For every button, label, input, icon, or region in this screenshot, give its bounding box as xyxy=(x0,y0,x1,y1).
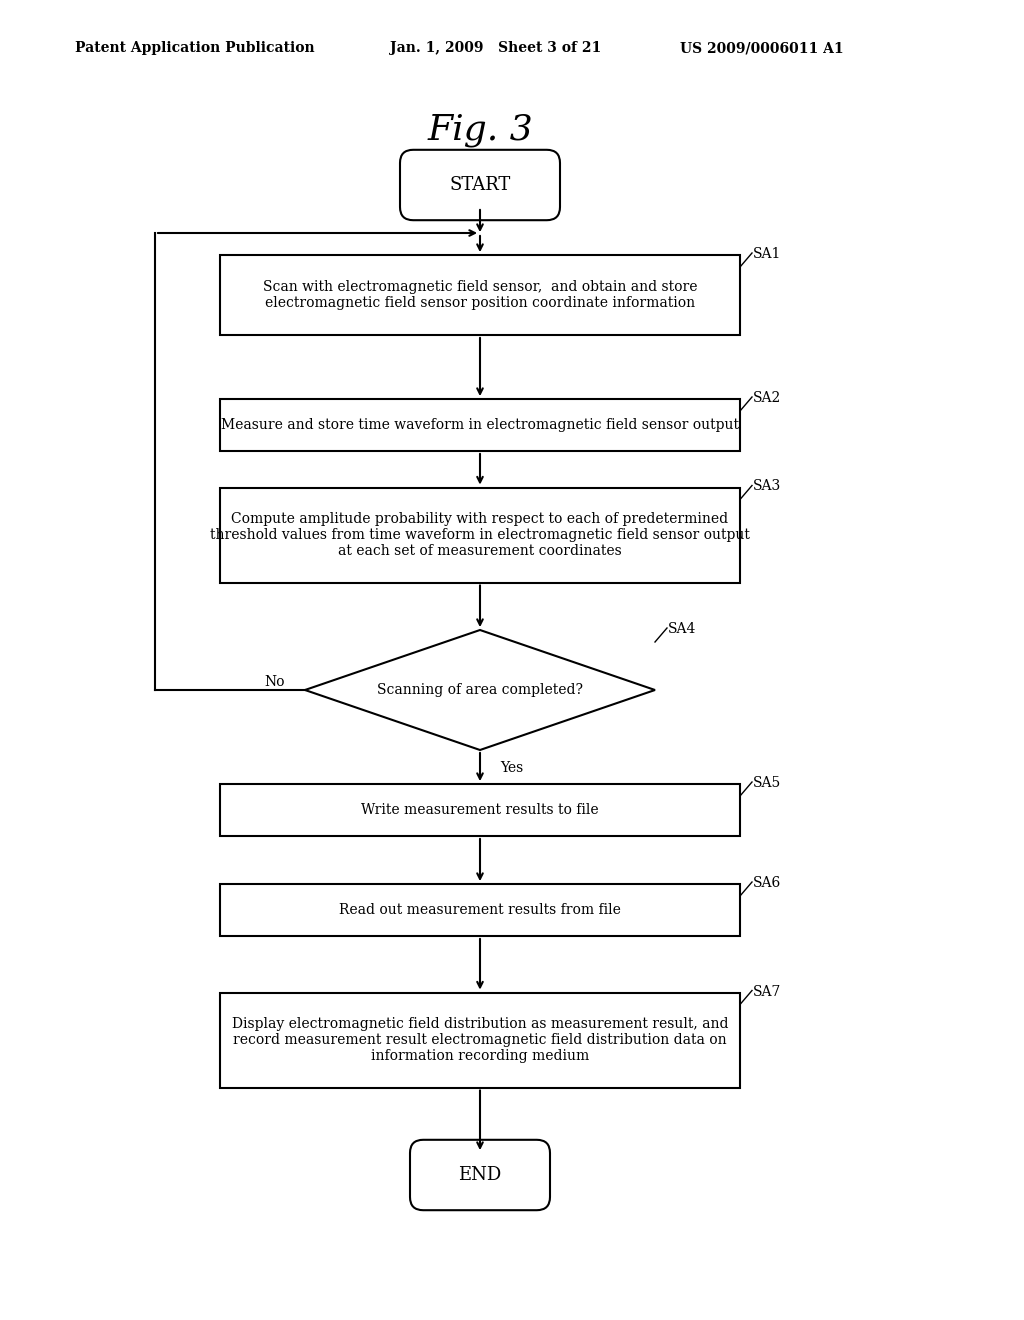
Text: Measure and store time waveform in electromagnetic field sensor output: Measure and store time waveform in elect… xyxy=(221,418,739,432)
Bar xyxy=(220,399,740,451)
Text: SA2: SA2 xyxy=(753,391,781,405)
Text: Compute amplitude probability with respect to each of predetermined
threshold va: Compute amplitude probability with respe… xyxy=(210,512,750,558)
Text: SA6: SA6 xyxy=(753,876,781,890)
FancyBboxPatch shape xyxy=(400,149,560,220)
Text: Read out measurement results from file: Read out measurement results from file xyxy=(339,903,621,917)
Text: SA4: SA4 xyxy=(668,622,696,636)
Text: Patent Application Publication: Patent Application Publication xyxy=(75,41,314,55)
Text: SA5: SA5 xyxy=(753,776,781,789)
Bar xyxy=(220,884,740,936)
Text: START: START xyxy=(450,176,511,194)
Text: Yes: Yes xyxy=(500,762,523,775)
Text: Scanning of area completed?: Scanning of area completed? xyxy=(377,682,583,697)
Polygon shape xyxy=(305,630,655,750)
Text: Fig. 3: Fig. 3 xyxy=(427,114,532,147)
Text: No: No xyxy=(265,675,286,689)
Text: US 2009/0006011 A1: US 2009/0006011 A1 xyxy=(680,41,844,55)
Bar xyxy=(220,784,740,836)
Text: SA3: SA3 xyxy=(753,479,781,494)
Text: END: END xyxy=(459,1166,502,1184)
Text: SA7: SA7 xyxy=(753,985,781,998)
Bar xyxy=(220,993,740,1088)
Text: Display electromagnetic field distribution as measurement result, and
record mea: Display electromagnetic field distributi… xyxy=(231,1016,728,1063)
Bar xyxy=(220,255,740,335)
Text: Jan. 1, 2009   Sheet 3 of 21: Jan. 1, 2009 Sheet 3 of 21 xyxy=(390,41,601,55)
Text: SA1: SA1 xyxy=(753,247,781,261)
Bar xyxy=(220,487,740,582)
Text: Write measurement results to file: Write measurement results to file xyxy=(361,803,599,817)
Text: Scan with electromagnetic field sensor,  and obtain and store
electromagnetic fi: Scan with electromagnetic field sensor, … xyxy=(263,280,697,310)
FancyBboxPatch shape xyxy=(410,1139,550,1210)
